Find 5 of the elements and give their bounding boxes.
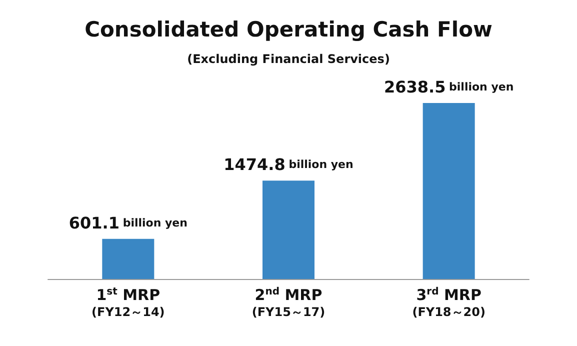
chart-title: Consolidated Operating Cash Flow	[84, 18, 492, 42]
data-label: 1474.8 billion yen	[224, 155, 354, 174]
data-label: 2638.5 billion yen	[384, 78, 514, 96]
chart-subtitle: (Excluding Financial Services)	[187, 52, 390, 66]
data-label: 601.1 billion yen	[68, 213, 188, 232]
